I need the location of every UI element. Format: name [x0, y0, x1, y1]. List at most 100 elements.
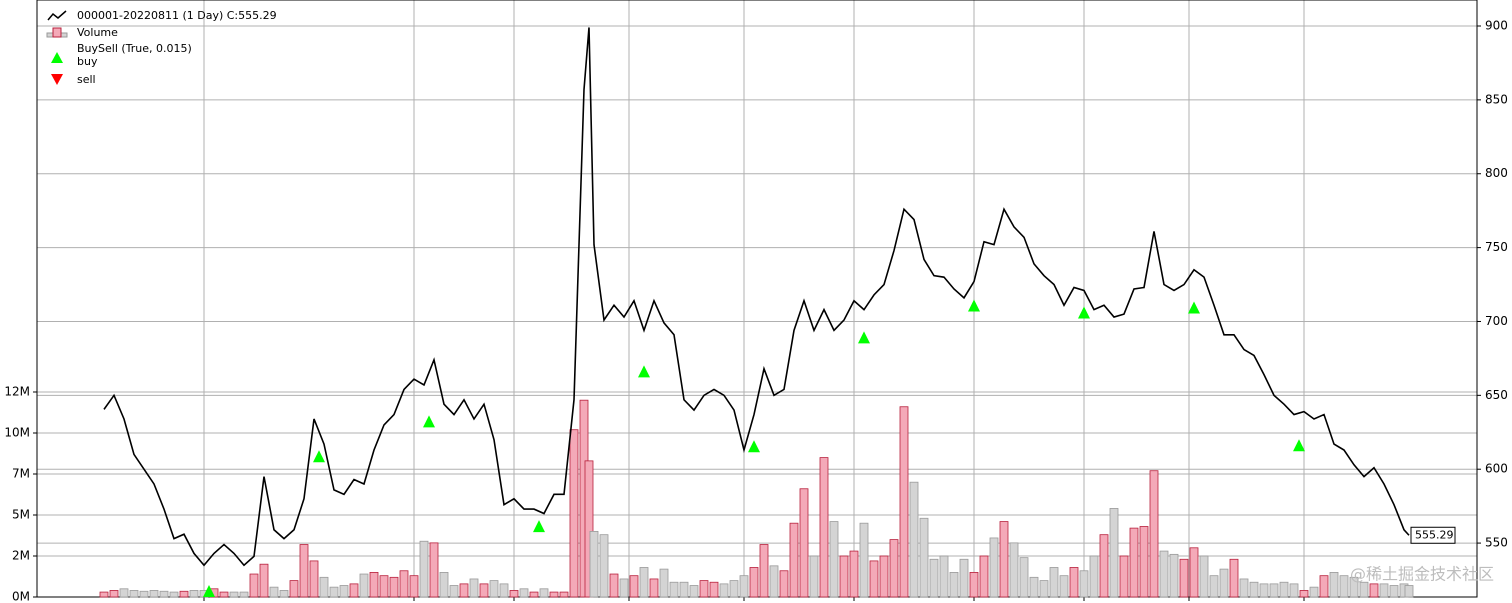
legend-label: BuySell (True, 0.015) — [77, 42, 192, 55]
volume-bar — [819, 457, 829, 598]
volume-bar — [569, 429, 579, 598]
volume-bar — [189, 590, 199, 598]
volume-bar — [289, 580, 299, 598]
legend-sell-icon — [51, 74, 63, 85]
volume-bar — [389, 576, 399, 598]
volume-bar — [489, 580, 499, 598]
volume-bar — [1209, 575, 1219, 598]
last-value-label: 555.29 — [1415, 528, 1454, 541]
volume-bar — [1119, 555, 1129, 598]
volume-bar — [379, 575, 389, 598]
volume-bar — [179, 590, 189, 598]
volume-bar — [719, 583, 729, 598]
volume-bar — [589, 530, 599, 598]
plot-frame — [36, 0, 1478, 598]
volume-bar — [839, 555, 849, 598]
volume-bar — [799, 488, 809, 598]
volume-bar — [99, 591, 109, 598]
volume-bar — [1249, 581, 1259, 598]
volume-bar — [219, 591, 229, 598]
volume-bar — [899, 406, 909, 598]
volume-bar — [459, 583, 469, 598]
volume-bar — [1299, 590, 1309, 598]
volume-bar — [1179, 558, 1189, 598]
volume-bar — [1349, 576, 1359, 598]
y2-tick-label: 5M — [12, 507, 30, 521]
volume-bar — [584, 460, 594, 598]
volume-bar — [429, 542, 439, 598]
volume-bar — [1029, 576, 1039, 598]
volume-bar — [1129, 527, 1139, 598]
volume-bar — [1369, 583, 1379, 598]
volume-bar — [1149, 470, 1159, 598]
volume-bar — [779, 570, 789, 598]
volume-bar — [419, 540, 429, 598]
volume-bar — [169, 591, 179, 598]
volume-bar — [1219, 568, 1229, 598]
volume-bar — [689, 585, 699, 598]
volume-bar — [349, 583, 359, 598]
buy-marker — [313, 450, 325, 463]
volume-bar — [879, 555, 889, 598]
volume-bar — [539, 588, 549, 598]
legend-label: Volume — [77, 26, 118, 39]
volume-bar — [279, 590, 289, 598]
volume-bar — [249, 573, 259, 598]
y-tick-label: 650 — [1485, 388, 1508, 402]
legend-volume-icon — [52, 27, 62, 38]
volume-bar — [709, 581, 719, 598]
volume-bar — [1269, 583, 1279, 598]
volume-bar — [849, 550, 859, 598]
volume-bar — [1319, 575, 1329, 598]
volume-bar — [729, 580, 739, 598]
buy-marker — [638, 365, 650, 378]
volume-bar — [1099, 534, 1109, 598]
volume-bar — [1049, 567, 1059, 598]
volume-bar — [1359, 581, 1369, 598]
volume-bar — [1009, 542, 1019, 598]
volume-bar — [629, 575, 639, 598]
volume-bar — [929, 558, 939, 598]
volume-bar — [369, 571, 379, 598]
volume-bar — [1069, 567, 1079, 598]
y-tick-label: 900 — [1485, 19, 1508, 33]
volume-bar — [1019, 557, 1029, 598]
volume-bar — [259, 563, 269, 598]
volume-bar — [1139, 526, 1149, 598]
buy-marker — [1293, 439, 1305, 452]
y-tick-label: 850 — [1485, 92, 1508, 106]
volume-bar — [269, 586, 279, 598]
volume-bar — [609, 573, 619, 598]
buy-marker — [533, 520, 545, 533]
volume-bar — [909, 481, 919, 598]
volume-bar — [889, 539, 899, 598]
legend-line-icon — [47, 10, 67, 21]
volume-bar — [759, 544, 769, 598]
buy-marker — [968, 299, 980, 312]
y2-tick-label: 12M — [4, 384, 30, 398]
volume-bar — [1289, 583, 1299, 598]
volume-bar — [639, 567, 649, 598]
y2-tick-label: 7M — [12, 466, 30, 480]
volume-bar — [339, 585, 349, 598]
volume-bar — [1259, 583, 1269, 598]
volume-bar — [919, 517, 929, 598]
volume-bar — [859, 522, 869, 598]
y-tick-label: 800 — [1485, 166, 1508, 180]
volume-bar — [1169, 553, 1179, 598]
volume-bar — [1039, 580, 1049, 598]
buy-marker — [423, 415, 435, 428]
volume-bar — [469, 578, 479, 598]
y-tick-label: 550 — [1485, 536, 1508, 550]
volume-bar — [599, 534, 609, 598]
volume-bar — [359, 573, 369, 598]
y-tick-label: 750 — [1485, 240, 1508, 254]
volume-bar — [989, 537, 999, 598]
volume-bar — [949, 571, 959, 598]
volume-bar — [1089, 555, 1099, 598]
volume-bar — [109, 590, 119, 598]
buy-marker — [858, 331, 870, 344]
volume-bar — [479, 583, 489, 598]
volume-bar — [529, 591, 539, 598]
